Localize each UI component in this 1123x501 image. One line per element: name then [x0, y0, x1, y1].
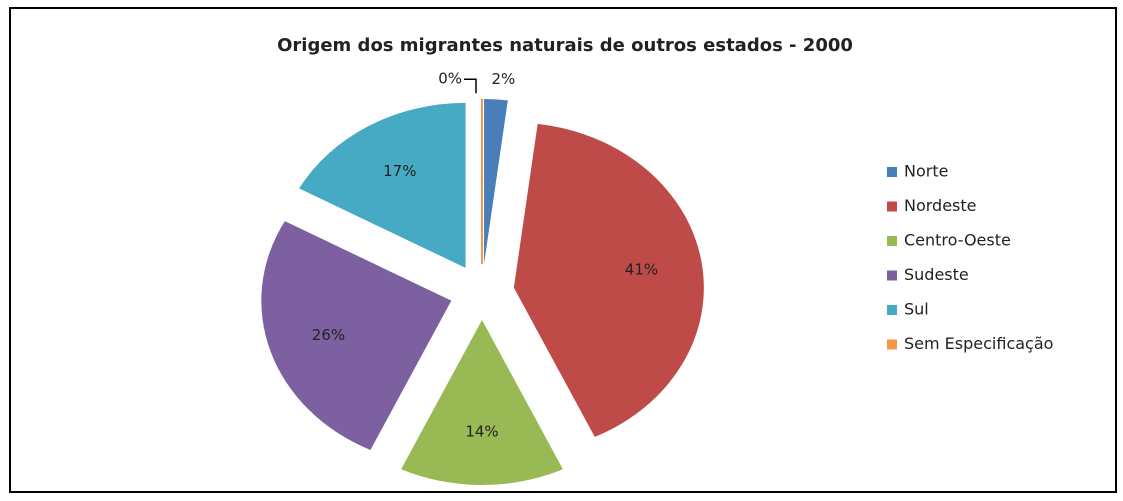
legend-swatch: [887, 201, 897, 212]
legend-label: Centro-Oeste: [904, 231, 1011, 250]
data-label: 41%: [625, 261, 658, 279]
legend-label: Sul: [904, 300, 929, 319]
legend-swatch: [887, 167, 897, 177]
pie-slice: [401, 320, 563, 486]
legend-swatch: [887, 305, 897, 315]
legend-label: Sem Especificação: [904, 334, 1053, 353]
legend-swatch: [887, 270, 897, 281]
pie-slice: [299, 102, 466, 268]
legend-swatch: [887, 236, 897, 246]
legend-label: Sudeste: [904, 265, 969, 284]
pie-slice: [513, 123, 704, 437]
data-label: 17%: [383, 162, 416, 180]
pie-slice: [261, 221, 452, 450]
leader-line: [464, 78, 477, 94]
data-label: 26%: [312, 326, 345, 344]
chart-title: Origem dos migrantes naturais de outros …: [277, 35, 853, 56]
legend-label: Norte: [904, 162, 948, 181]
legend-swatch: [887, 339, 897, 350]
legend-label: Nordeste: [904, 196, 977, 215]
data-label: 2%: [491, 70, 515, 88]
data-label: 14%: [465, 423, 498, 441]
data-label: 0%: [438, 70, 462, 88]
pie-slice: [484, 99, 508, 265]
